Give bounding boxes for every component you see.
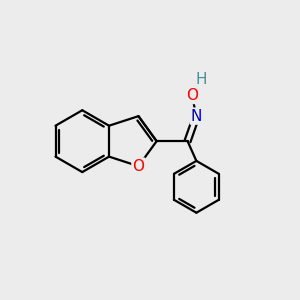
Text: O: O xyxy=(186,88,198,103)
Text: N: N xyxy=(191,109,202,124)
Text: H: H xyxy=(195,72,206,87)
Text: O: O xyxy=(133,159,145,174)
